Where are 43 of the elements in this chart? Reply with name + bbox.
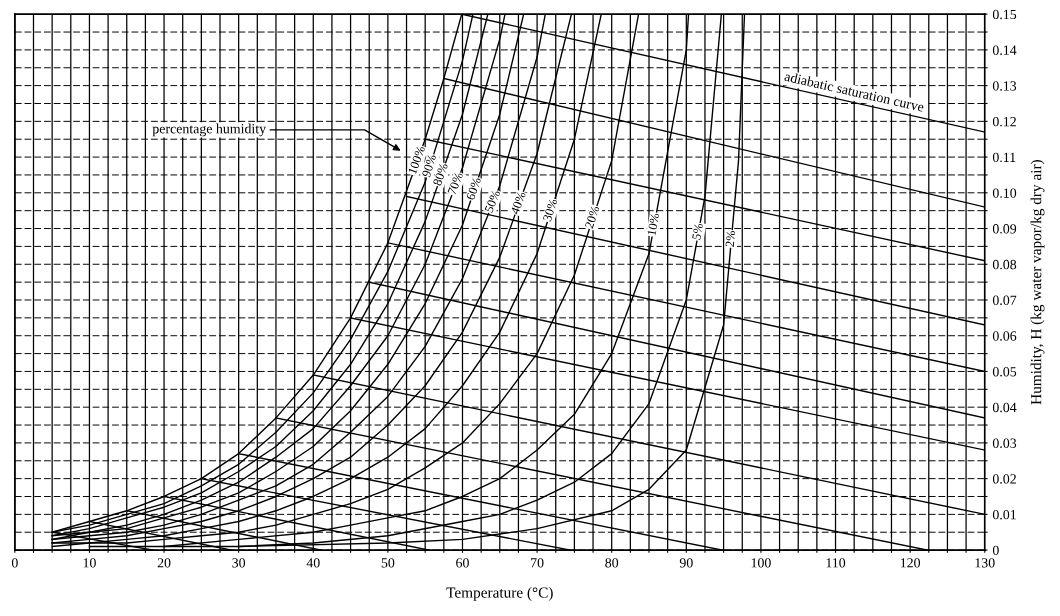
x-tick-label: 80 (605, 558, 619, 568)
x-tick-label: 130 (975, 558, 995, 568)
x-tick-label: 30 (232, 558, 246, 568)
x-tick-label: 90 (679, 558, 693, 568)
x-tick-label: 10 (83, 558, 96, 568)
y-tick-label: 0.11 (992, 152, 1016, 163)
y-tick-label: 0.09 (992, 224, 1017, 234)
y-tick-label: 0.05 (992, 367, 1017, 377)
text: 50% (484, 189, 501, 213)
x-tick-label: 110 (826, 558, 846, 568)
y-tick-label: 0.10 (992, 188, 1017, 198)
text: 60% (466, 176, 482, 201)
text: adiabatic saturation curve (784, 71, 925, 112)
x-tick-label: 60 (456, 558, 469, 568)
x-tick-label: 50 (381, 558, 395, 568)
text: 40% (510, 191, 526, 215)
text: 30% (542, 198, 558, 222)
x-axis-title: Temperature (°C) (446, 586, 553, 601)
text: 2% (725, 230, 736, 247)
annotation: percentage humidity (152, 123, 267, 137)
y-tick-label: 0.06 (992, 331, 1017, 341)
y-axis-title: Humidity, H (kg water vapor/kg dry air) (1030, 160, 1045, 405)
x-tick-label: 70 (531, 558, 544, 568)
y-tick-label: 0.01 (992, 509, 1016, 520)
x-tick-label: 100 (751, 558, 771, 568)
y-tick-label: 0.04 (992, 402, 1017, 413)
y-tick-label: 0.08 (992, 259, 1017, 270)
y-tick-label: 0.02 (992, 474, 1016, 484)
text: 20% (584, 205, 600, 229)
y-tick-label: 0.14 (992, 45, 1017, 55)
x-tick-label: 20 (157, 558, 171, 568)
y-tick-label: 0.15 (992, 9, 1017, 20)
y-tick-label: 0.12 (992, 116, 1016, 127)
text: 70% (447, 171, 464, 195)
text: 10% (647, 212, 660, 236)
y-tick-label: 0.03 (992, 438, 1017, 448)
text: 5% (692, 223, 704, 240)
y-tick-label: 0 (992, 545, 999, 556)
y-tick-label: 0.07 (992, 295, 1017, 306)
x-tick-label: 40 (306, 558, 320, 568)
y-tick-label: 0.13 (992, 81, 1017, 91)
x-tick-label: 0 (11, 558, 18, 568)
x-tick-label: 120 (900, 558, 921, 568)
